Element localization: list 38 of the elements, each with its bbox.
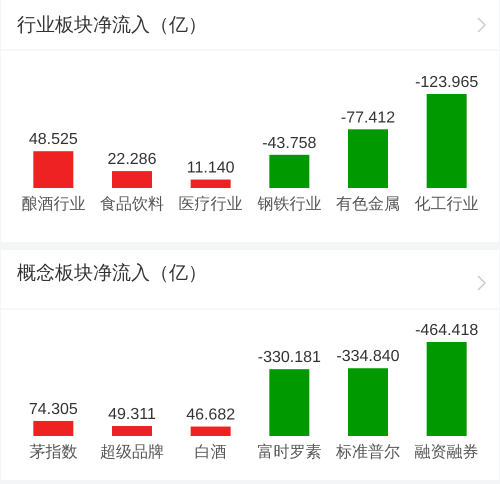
annotation: -43.758	[262, 134, 317, 152]
bar	[269, 154, 310, 188]
x-tick-label: 白酒	[194, 443, 227, 461]
x-tick-label: 融资融券	[414, 443, 479, 461]
x-tick-label: 富时罗素	[257, 443, 322, 461]
x-tick-label: 酿酒行业	[21, 195, 86, 213]
bar	[112, 426, 152, 436]
bar	[348, 129, 388, 188]
data-label: 22.286	[108, 151, 157, 168]
annotation: -77.412	[340, 109, 396, 126]
x-tick-label: 化工行业	[414, 195, 479, 213]
bar	[269, 369, 310, 436]
bar	[348, 368, 388, 436]
data-label: 46.682	[186, 406, 236, 424]
bar	[426, 94, 467, 188]
data-label: 74.305	[28, 400, 78, 418]
x-tick-label: 食品饮料	[100, 195, 164, 213]
data-label: 48.525	[28, 131, 78, 148]
bar	[190, 426, 231, 436]
data-label: 11.140	[186, 160, 235, 177]
x-tick-label: 超级品牌	[100, 443, 164, 461]
data-label: 49.311	[108, 406, 156, 424]
chart-title: 行业板块净流入（亿）	[17, 14, 207, 36]
chart-title: 概念板块净流入（亿）	[17, 262, 207, 284]
bar	[190, 180, 231, 188]
bar	[426, 342, 467, 436]
bar	[33, 151, 74, 188]
annotation: -123.965	[415, 74, 478, 91]
bar	[33, 420, 74, 436]
annotation: -334.840	[336, 348, 400, 366]
bar	[112, 171, 152, 188]
annotation: -464.418	[415, 322, 478, 339]
x-tick-label: 标准普尔	[335, 443, 400, 461]
x-tick-label: 茅指数	[29, 443, 78, 461]
annotation: -330.181	[258, 349, 322, 366]
x-tick-label: 钢铁行业	[256, 195, 322, 213]
x-tick-label: 医疗行业	[178, 195, 243, 213]
x-tick-label: 有色金属	[336, 196, 400, 213]
